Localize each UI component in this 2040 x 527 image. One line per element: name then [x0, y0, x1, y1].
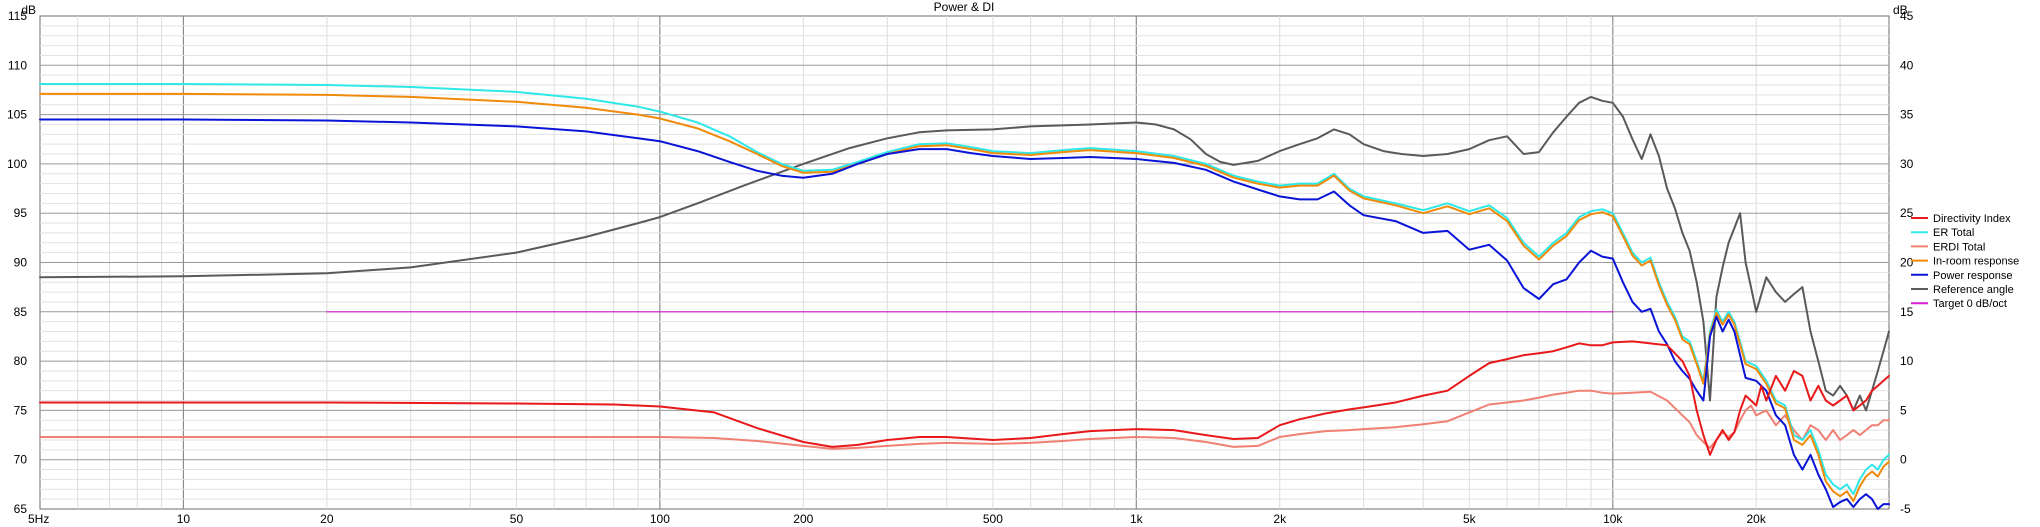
y-tick-label-left: 80: [14, 354, 28, 368]
legend-label: ER Total: [1933, 227, 1974, 239]
x-tick-label: 100: [650, 512, 670, 526]
x-tick-label: 200: [793, 512, 813, 526]
legend-label: ERDI Total: [1933, 241, 1985, 253]
series-line-er-total: [39, 83, 1890, 496]
y-axis-left-label: dB: [21, 3, 36, 17]
y-tick-label-left: 90: [14, 256, 28, 270]
y-tick-label-right: 20: [1900, 256, 1914, 270]
y-axis-right-ticks: 45 40 35 30 25 20 15 10 5 0 -5: [1900, 9, 1914, 516]
y-tick-label-left: 75: [14, 403, 28, 417]
y-tick-label-left: 115: [8, 9, 27, 23]
series-line-erdi-total: [39, 389, 1890, 450]
y-tick-label-left: 85: [14, 305, 28, 319]
y-tick-label-right: 0: [1900, 453, 1907, 467]
y-tick-label-left: 100: [7, 157, 27, 171]
y-tick-label-right: 45: [1900, 9, 1914, 23]
y-tick-label-right: 35: [1900, 108, 1914, 122]
x-tick-label: 10k: [1603, 512, 1623, 526]
y-tick-label-left: 70: [14, 453, 28, 467]
legend-label: Directivity Index: [1933, 213, 2011, 225]
x-tick-label: 10: [177, 512, 191, 526]
y-tick-label-left: 95: [14, 206, 28, 220]
legend: Directivity Index ER Total ERDI Total In-ro…: [1911, 213, 2019, 310]
y-tick-label-right: -5: [1900, 502, 1911, 516]
x-axis-ticks: 5Hz 10 20 50 100 200 500 1k 2k 5k 10k 20k: [28, 512, 1767, 526]
y-tick-label-left: 105: [7, 108, 27, 122]
x-tick-label: 20: [320, 512, 334, 526]
x-tick-label: 1k: [1130, 512, 1144, 526]
y-axis-left-ticks: 115 110 105 100 95 90 85 80 75 70 65: [7, 9, 27, 516]
y-axis-right-label: dB: [1893, 3, 1908, 17]
legend-label: Target 0 dB/oct: [1933, 298, 2007, 310]
series-line-power-response: [39, 118, 1890, 510]
x-tick-label: 500: [983, 512, 1003, 526]
x-tick-label: 20k: [1747, 512, 1767, 526]
x-tick-label: 5k: [1463, 512, 1477, 526]
legend-label: In-room response: [1933, 256, 2019, 268]
y-tick-label-right: 25: [1900, 206, 1914, 220]
chart-title: Power & DI: [934, 0, 995, 14]
y-tick-label-left: 110: [8, 58, 27, 72]
y-tick-label-right: 10: [1900, 354, 1914, 368]
y-tick-label-right: 15: [1900, 305, 1914, 319]
series-line-directivity-index: [39, 340, 1890, 456]
series-lines: [39, 83, 1890, 510]
x-tick-label: 5Hz: [28, 512, 49, 526]
legend-label: Reference angle: [1933, 284, 2014, 296]
y-tick-label-right: 30: [1900, 157, 1914, 171]
y-tick-label-right: 5: [1900, 403, 1907, 417]
y-tick-label-right: 40: [1900, 58, 1914, 72]
y-tick-label-left: 65: [14, 502, 28, 516]
x-tick-label: 2k: [1273, 512, 1287, 526]
series-line-reference-angle: [39, 95, 1890, 412]
legend-label: Power response: [1933, 270, 2013, 282]
x-tick-label: 50: [510, 512, 524, 526]
